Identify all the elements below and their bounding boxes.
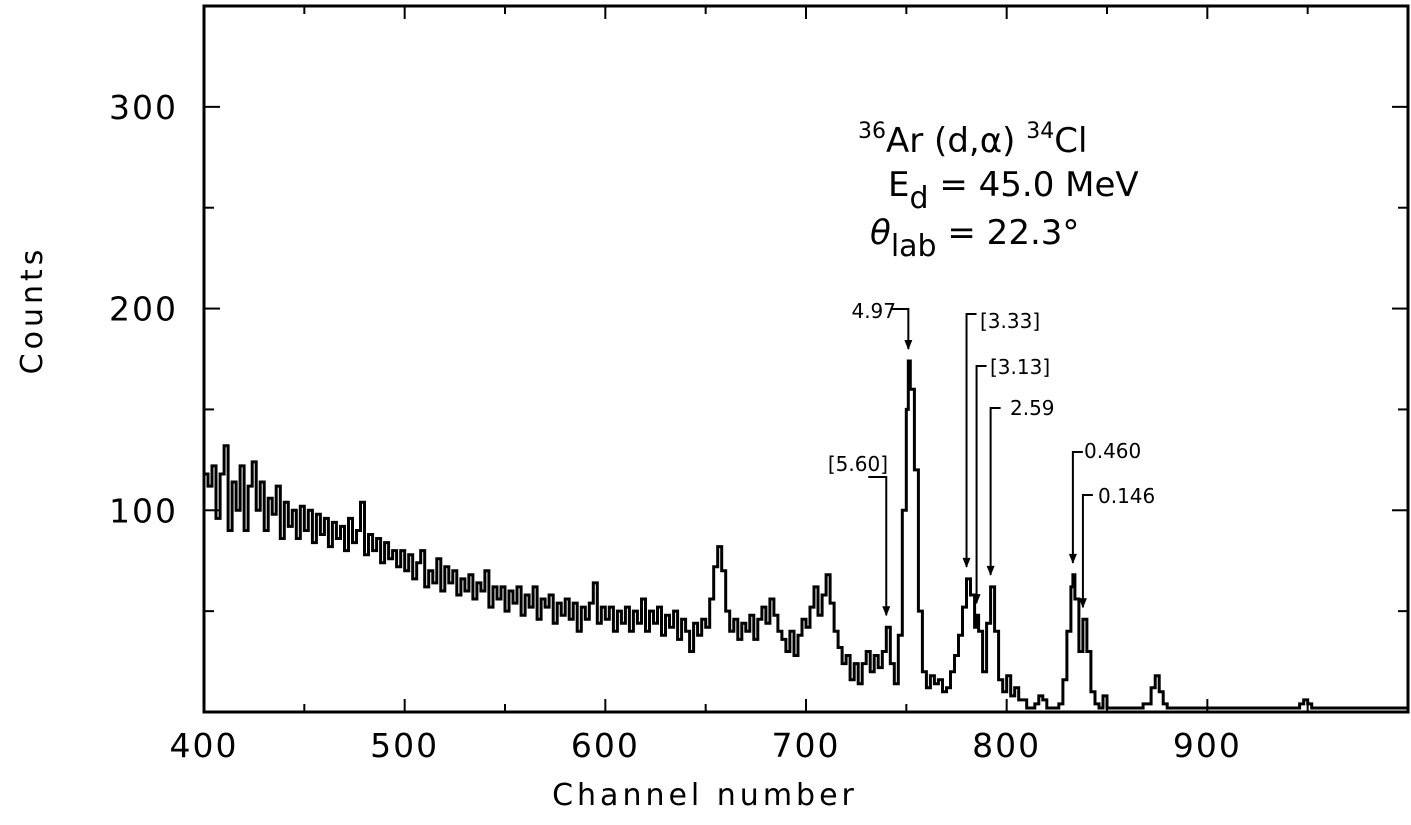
x-axis-title: Channel number bbox=[552, 778, 858, 813]
peak-label: [5.60] bbox=[828, 452, 888, 476]
plot-frame bbox=[202, 4, 1410, 714]
y-tick-label: 300 bbox=[109, 88, 178, 127]
x-tick-label: 900 bbox=[1173, 726, 1242, 765]
peak-leader-line bbox=[1071, 451, 1083, 563]
peak-label: 0.460 bbox=[1084, 439, 1141, 463]
angle-value: = 22.3° bbox=[937, 213, 1080, 253]
axes bbox=[202, 4, 1410, 714]
y-tick-label: 100 bbox=[109, 491, 178, 530]
peak-label: [3.33] bbox=[980, 309, 1040, 333]
ticks bbox=[203, 6, 1409, 712]
peak-arrowhead bbox=[962, 557, 971, 568]
peak-leader-line bbox=[975, 365, 987, 604]
peak-arrowhead bbox=[1068, 553, 1077, 564]
y-tick-label: 200 bbox=[109, 290, 178, 329]
peak-leader-line bbox=[965, 313, 977, 567]
peak-leader-line bbox=[989, 407, 1001, 575]
y-tick-labels: 100 200 300 bbox=[109, 88, 178, 530]
peak-arrowhead bbox=[1078, 598, 1087, 609]
peak-arrowhead bbox=[882, 606, 891, 617]
energy-value: = 45.0 MeV bbox=[929, 165, 1139, 205]
peak-arrowhead bbox=[904, 340, 913, 351]
peak-leader-line bbox=[1081, 494, 1093, 608]
reaction-annotation: 36Ar (d,α) 34Cl Ed = 45.0 MeV θlab = 22.… bbox=[858, 119, 1139, 264]
peak-label: 2.59 bbox=[1010, 396, 1055, 420]
reaction-type: (d,α) bbox=[923, 121, 1026, 161]
reaction-product: Cl bbox=[1054, 121, 1087, 161]
energy-symbol: E bbox=[888, 165, 909, 205]
peak-label: 0.146 bbox=[1098, 484, 1155, 508]
peak-label: 4.97 bbox=[851, 299, 896, 323]
peak-arrowhead bbox=[972, 594, 981, 605]
reaction-target: Ar bbox=[886, 121, 923, 161]
peak-leader-line bbox=[890, 308, 910, 350]
series bbox=[204, 359, 1408, 710]
peak-leader-line bbox=[868, 476, 888, 616]
x-tick-label: 400 bbox=[170, 726, 239, 765]
y-axis-title: Counts bbox=[15, 246, 50, 375]
energy-subscript: d bbox=[909, 181, 928, 216]
peak-arrowhead bbox=[986, 565, 995, 576]
reaction-product-mass: 34 bbox=[1026, 119, 1054, 144]
angle-symbol: θ bbox=[870, 213, 891, 253]
reaction-target-mass: 36 bbox=[858, 119, 886, 144]
peak-labels: [5.60] 4.97 [3.33] [3.13] 2.59 0.460 0.146 bbox=[828, 299, 1155, 617]
lab-angle-label: θlab = 22.3° bbox=[870, 213, 1079, 264]
x-tick-label: 500 bbox=[370, 726, 439, 765]
beam-energy-label: Ed = 45.0 MeV bbox=[888, 165, 1139, 216]
x-tick-label: 600 bbox=[571, 726, 640, 765]
peak-label: [3.13] bbox=[990, 355, 1050, 379]
spectrum-line bbox=[204, 359, 1408, 710]
reaction-label: 36Ar (d,α) 34Cl bbox=[858, 119, 1087, 161]
x-tick-labels: 400 500 600 700 800 900 bbox=[170, 726, 1242, 765]
angle-subscript: lab bbox=[891, 229, 937, 264]
x-tick-label: 700 bbox=[772, 726, 841, 765]
x-tick-label: 800 bbox=[972, 726, 1041, 765]
